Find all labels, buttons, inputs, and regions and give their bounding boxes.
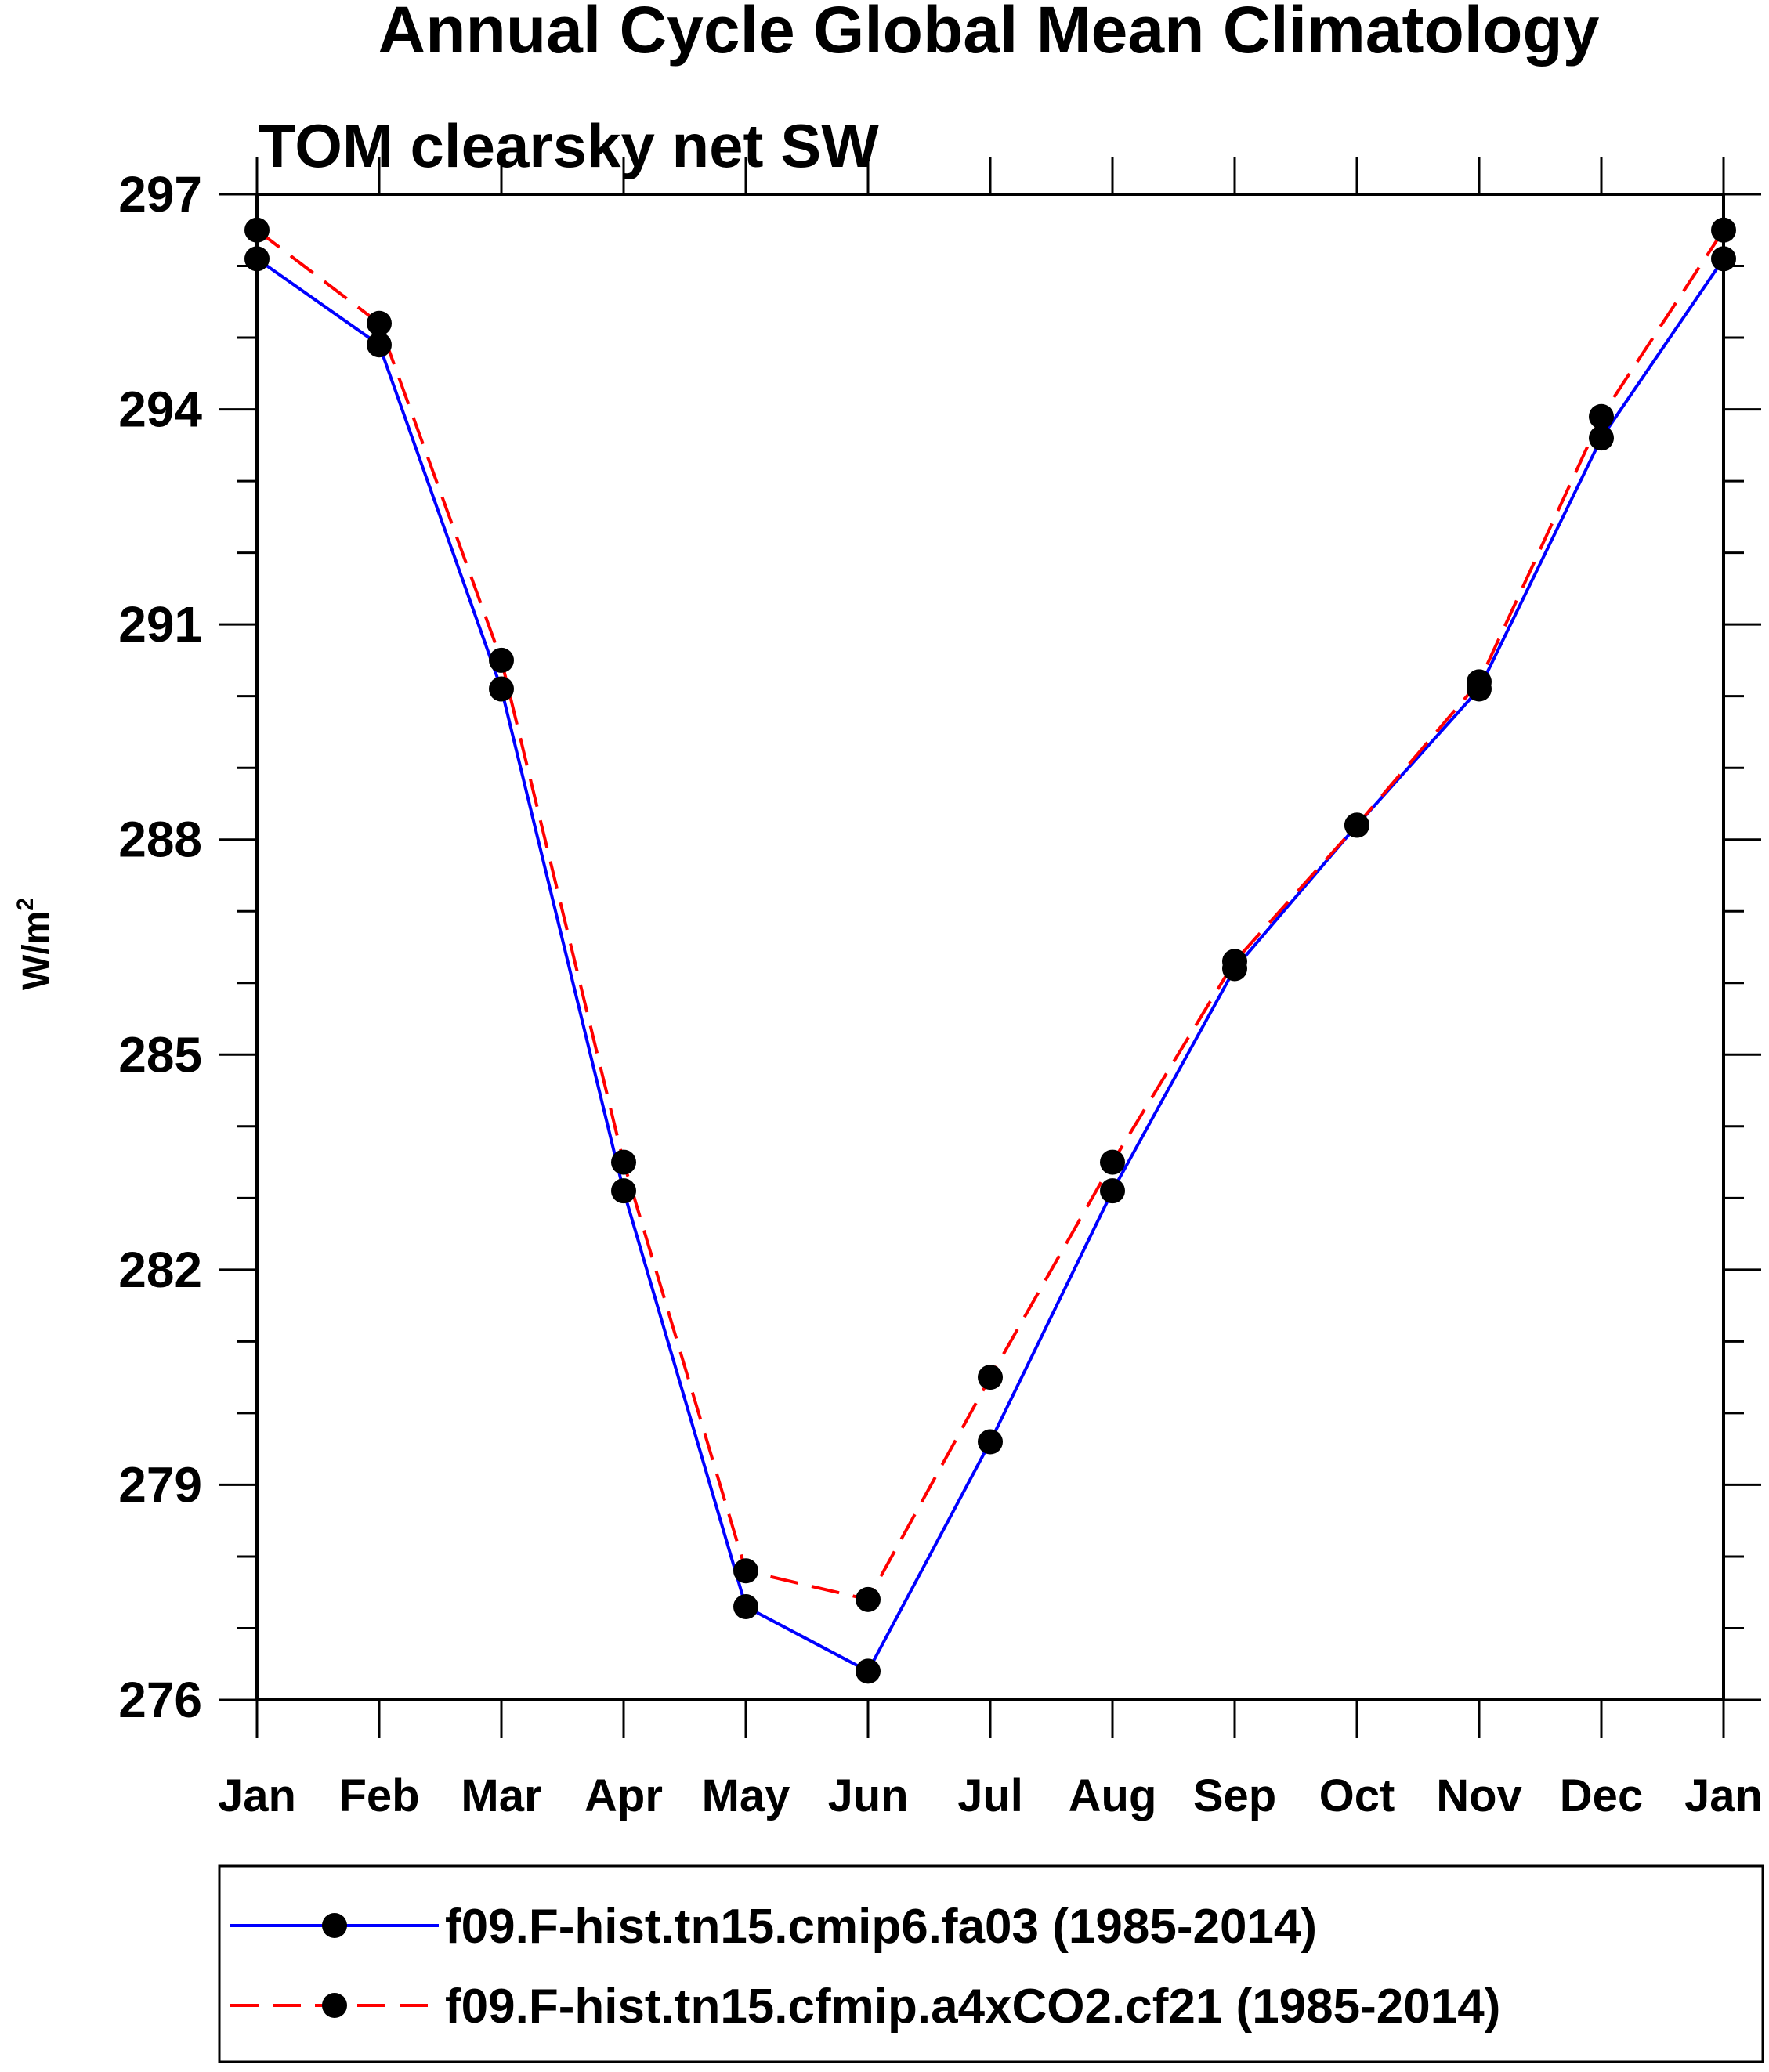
x-tick-label: Jan [1684, 1770, 1763, 1821]
y-tick-label: 276 [118, 1672, 202, 1728]
series-1-point [1589, 425, 1614, 451]
y-tick-label: 294 [118, 381, 202, 438]
plot-area: 276 279 282 285 288 291 294 297 Jan Feb Mar Apr May J… [118, 157, 1763, 1821]
legend-box [218, 1864, 1764, 2063]
series-line-2 [255, 229, 1725, 1602]
x-tick-label: Dec [1560, 1770, 1643, 1821]
legend-marker-1 [322, 1913, 347, 1938]
series-2-point [978, 1365, 1003, 1390]
x-tick-label: Sep [1193, 1770, 1276, 1821]
y-axis-label-superscript: 2 [13, 898, 38, 911]
y-tick-label: 297 [118, 166, 202, 222]
svg-text:W/m2: W/m2 [13, 898, 57, 990]
x-tick-label: Nov [1436, 1770, 1522, 1821]
x-tick-label: May [702, 1770, 790, 1821]
series-2-point [489, 647, 514, 673]
chart-subtitle: TOM clearsky net SW [259, 111, 879, 180]
x-tick-label: Feb [338, 1770, 419, 1821]
series-1-point [244, 246, 270, 272]
series-2-point [1711, 217, 1736, 243]
legend-label-2: f09.F-hist.tn15.cfmip.a4xCO2.cf21 (1985-… [445, 1980, 1500, 2034]
y-tick-label: 288 [118, 812, 202, 868]
x-tick-label: Mar [461, 1770, 541, 1821]
x-tick-label: Jul [957, 1770, 1023, 1821]
series-2-point [1222, 949, 1247, 975]
x-tick-label: Aug [1069, 1770, 1157, 1821]
chart-title: Annual Cycle Global Mean Climatology [378, 0, 1600, 67]
x-tick-label: Oct [1319, 1770, 1395, 1821]
y-tick-label: 285 [118, 1026, 202, 1083]
series-1-point [978, 1429, 1003, 1455]
y-tick-label: 282 [118, 1242, 202, 1298]
legend: f09.F-hist.tn15.cmip6.fa03 (1985-2014) f0… [218, 1864, 1764, 2063]
series-2-point [244, 217, 270, 243]
series-2-point [1467, 669, 1492, 695]
series-2-point [367, 310, 392, 336]
series-2-point [1344, 812, 1369, 838]
series-line-1 [255, 257, 1725, 1674]
y-axis-label-text: W/m [16, 911, 57, 990]
series-1-point [856, 1658, 881, 1684]
y-axis-label: W/m2 [13, 898, 57, 990]
series-1-point [611, 1178, 636, 1204]
x-tick-label: Jun [827, 1770, 908, 1821]
y-tick-label: 279 [118, 1456, 202, 1513]
series-1-point [733, 1594, 758, 1620]
series-2-point [1100, 1149, 1125, 1175]
x-tick-label: Apr [584, 1770, 663, 1821]
series-2-point [611, 1149, 636, 1175]
plot-frame [255, 193, 1725, 1701]
series-1-point [367, 332, 392, 358]
series-1-point [1100, 1178, 1125, 1204]
series-2-point [1589, 403, 1614, 429]
series-2-point [733, 1558, 758, 1584]
series-2-point [856, 1586, 881, 1612]
series-1-point [1711, 246, 1736, 272]
x-tick-label: Jan [218, 1770, 296, 1821]
series-1-point [489, 676, 514, 702]
y-tick-label: 291 [118, 596, 202, 653]
legend-label-1: f09.F-hist.tn15.cmip6.fa03 (1985-2014) [445, 1900, 1317, 1954]
legend-marker-2 [322, 1993, 347, 2018]
